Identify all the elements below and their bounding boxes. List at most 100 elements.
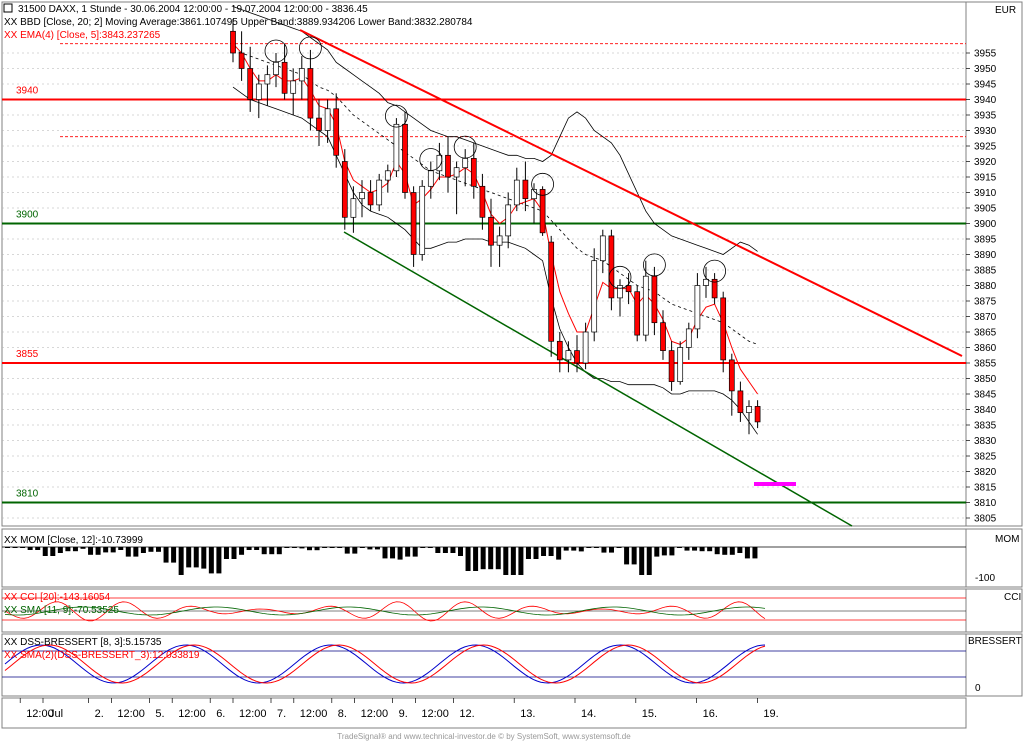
footer-text: TradeSignal® and www.technical-investor.… xyxy=(337,732,631,741)
mom-bar xyxy=(639,547,645,575)
x-tick-label: 12. xyxy=(459,708,474,720)
cci-panel xyxy=(1,588,967,633)
mom-bar xyxy=(427,547,433,548)
time-axis xyxy=(1,697,967,729)
mom-bar xyxy=(254,547,260,550)
y-tick-label: 3820 xyxy=(974,467,997,478)
mom-bar xyxy=(95,547,101,555)
mom-bar xyxy=(284,547,290,548)
swing-high-circle xyxy=(419,148,443,171)
x-tick-label: 12:00 xyxy=(117,708,145,720)
mom-bar xyxy=(510,547,516,575)
mom-bar xyxy=(374,547,380,550)
candle xyxy=(376,173,383,212)
mom-bar xyxy=(420,547,426,548)
mom-bar xyxy=(156,547,161,552)
candle xyxy=(548,235,555,357)
cci-sma-label: XX SMA [11, 9]:-70.53525 xyxy=(4,605,119,616)
mom-bar xyxy=(314,547,320,551)
mom-bar xyxy=(72,547,78,552)
y-tick-label: 3895 xyxy=(974,235,997,246)
y-tick-label: 3905 xyxy=(974,204,997,215)
cci-axis-name: CCI xyxy=(1004,592,1021,603)
y-tick-label: 3925 xyxy=(974,142,997,153)
mom-bar xyxy=(692,547,698,551)
mom-bar xyxy=(12,547,18,548)
dss-axis xyxy=(965,633,1023,697)
x-tick-label: 12:00 xyxy=(178,708,206,720)
mom-bar xyxy=(450,547,456,553)
mom-bar xyxy=(609,547,614,553)
candle xyxy=(419,180,426,261)
mom-bar xyxy=(744,547,750,559)
y-tick-label: 3835 xyxy=(974,421,997,432)
mom-bar xyxy=(465,547,471,571)
mom-bar xyxy=(367,547,373,550)
x-tick-label: 8. xyxy=(338,708,347,720)
y-tick-label: 3805 xyxy=(974,514,997,525)
candle xyxy=(582,322,589,370)
candle xyxy=(479,173,486,230)
mom-bar xyxy=(163,547,169,563)
candle xyxy=(298,56,305,100)
x-tick-label: Jul xyxy=(49,708,63,720)
y-tick-label: 3930 xyxy=(974,126,997,137)
x-tick-label: 14. xyxy=(581,708,596,720)
y-tick-label: 3940 xyxy=(974,95,997,106)
ema-line: XX EMA(4) [Close, 5]:3843.237265 xyxy=(4,30,161,41)
mom-bar xyxy=(729,547,735,555)
mom-bar xyxy=(480,547,486,570)
y-tick-label: 3845 xyxy=(974,390,997,401)
mom-bar xyxy=(276,547,282,555)
y-tick-label: 3840 xyxy=(974,405,997,416)
mom-bar xyxy=(88,547,94,555)
mom-bar xyxy=(307,547,312,551)
candle xyxy=(238,31,245,81)
y-tick-label: 3815 xyxy=(974,483,997,494)
mom-bar xyxy=(488,547,494,570)
candle xyxy=(496,226,503,267)
x-tick-label: 9. xyxy=(399,708,408,720)
candle xyxy=(367,180,374,212)
dss-line xyxy=(4,644,766,684)
bbd-line: XX BBD [Close, 20; 2] Moving Average:386… xyxy=(4,17,473,28)
candle xyxy=(324,99,331,143)
candle xyxy=(488,198,494,267)
y-tick-label: 3955 xyxy=(974,49,997,60)
mom-bar xyxy=(495,547,501,570)
mom-bar xyxy=(571,547,577,551)
y-tick-label: 3860 xyxy=(974,343,997,354)
cci-sma-line xyxy=(4,606,766,616)
price-axis xyxy=(965,1,1023,527)
mom-bar xyxy=(337,547,343,548)
candle xyxy=(316,99,322,146)
candle xyxy=(565,341,572,373)
mom-bar xyxy=(27,547,33,550)
y-tick-label: 3885 xyxy=(974,266,997,277)
candle xyxy=(445,136,451,193)
level-label: 3810 xyxy=(16,489,39,500)
mom-bar xyxy=(586,547,592,548)
y-tick-label: 3915 xyxy=(974,173,997,184)
candle xyxy=(634,285,641,342)
mom-bar xyxy=(80,547,86,549)
mom-bar xyxy=(125,547,131,557)
candle xyxy=(255,74,262,119)
mom-bar xyxy=(412,547,418,557)
candle xyxy=(307,49,314,131)
resistance-trendline xyxy=(299,29,963,357)
mom-axis-tick: -100 xyxy=(975,573,995,584)
dss-sma-label: XX SMA(2)(DSS-BRESSERT_3):12.033819 xyxy=(4,650,200,661)
mom-bar xyxy=(541,547,547,556)
y-tick-label: 3890 xyxy=(974,250,997,261)
mom-bar xyxy=(20,547,26,548)
price-panel xyxy=(1,1,967,527)
mom-bar xyxy=(65,547,71,552)
candle xyxy=(556,332,563,373)
mom-bar xyxy=(208,547,214,574)
candle xyxy=(728,353,735,416)
x-tick-label: 12:00 xyxy=(300,708,328,720)
candle xyxy=(359,180,365,218)
mom-bar xyxy=(405,547,411,557)
swing-high-circle xyxy=(264,39,288,63)
